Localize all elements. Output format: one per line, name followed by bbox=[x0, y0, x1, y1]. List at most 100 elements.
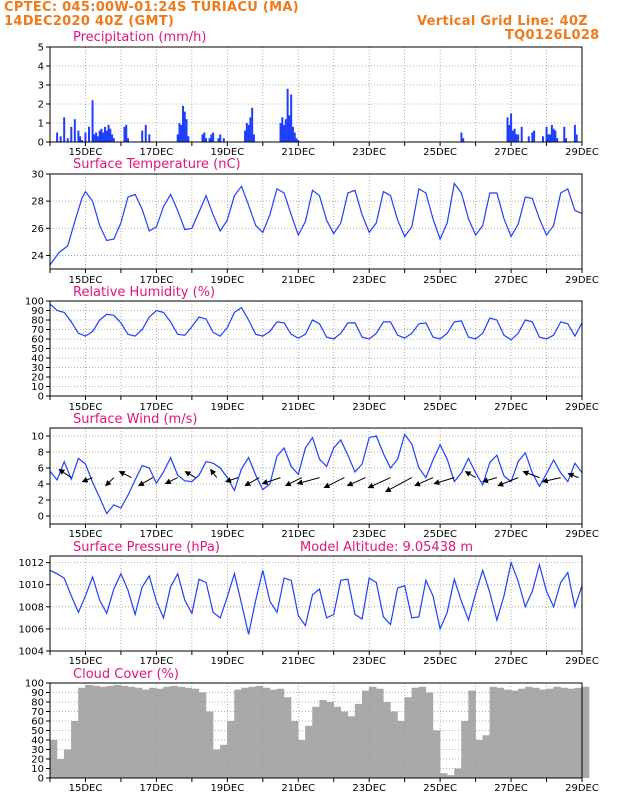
x-tick-label: 15DEC bbox=[69, 275, 103, 286]
x-tick-label: 29DEC bbox=[565, 783, 599, 794]
precip-bar bbox=[125, 124, 128, 142]
precip-bar bbox=[79, 136, 82, 142]
precip-bar bbox=[98, 130, 101, 142]
precip-bar bbox=[508, 124, 511, 142]
precip-bar bbox=[112, 138, 115, 142]
y-tick-label: 28 bbox=[31, 197, 44, 208]
precip-bar bbox=[290, 94, 293, 142]
wind-vector bbox=[164, 477, 178, 485]
precip-bar bbox=[187, 136, 190, 142]
wind-vector bbox=[481, 477, 498, 484]
precip-bar bbox=[70, 126, 73, 142]
y-tick-label: 100 bbox=[25, 679, 44, 690]
cloud-bar bbox=[539, 689, 547, 778]
cloud-bar bbox=[113, 684, 122, 778]
panel-title: Surface Temperature (nC) bbox=[73, 157, 241, 172]
precip-bar bbox=[212, 132, 215, 142]
wind-vector bbox=[567, 472, 579, 479]
cloud-bar bbox=[212, 749, 221, 778]
cloud-bar bbox=[120, 685, 129, 778]
cloud-bar bbox=[432, 730, 441, 778]
y-tick-label: 0 bbox=[38, 512, 44, 523]
y-tick-label: 2 bbox=[38, 100, 44, 111]
plot-area bbox=[50, 428, 582, 524]
cloud-bar bbox=[312, 706, 320, 778]
wind-vector bbox=[244, 477, 260, 487]
precip-bar bbox=[531, 132, 534, 142]
wind-vector bbox=[58, 469, 72, 479]
x-tick-label: 25DEC bbox=[423, 656, 457, 667]
y-tick-label: 70 bbox=[31, 325, 44, 336]
precip-bar bbox=[141, 130, 144, 142]
precip-bar bbox=[91, 100, 94, 142]
y-tick-label: 70 bbox=[31, 707, 44, 718]
precip-bar bbox=[210, 134, 213, 142]
y-tick-label: 50 bbox=[31, 726, 44, 737]
cloud-bar bbox=[482, 735, 490, 778]
precip-bar bbox=[59, 136, 62, 142]
y-tick-label: 80 bbox=[31, 698, 44, 709]
x-tick-label: 29DEC bbox=[565, 147, 599, 158]
x-tick-label: 23DEC bbox=[352, 783, 386, 794]
cloud-bar bbox=[333, 706, 342, 778]
precip-bar bbox=[279, 123, 282, 142]
cloud-bar bbox=[376, 688, 384, 778]
x-tick-label: 27DEC bbox=[494, 275, 528, 286]
wind-vector bbox=[541, 477, 561, 484]
cloud-bar bbox=[290, 721, 299, 778]
cloud-bar bbox=[134, 687, 143, 778]
y-tick-label: 2 bbox=[38, 496, 44, 507]
x-tick-label: 21DEC bbox=[281, 275, 315, 286]
panel-title: Precipitation (mm/h) bbox=[73, 30, 206, 45]
precip-bar bbox=[511, 130, 514, 142]
y-tick-label: 4 bbox=[38, 62, 44, 73]
x-tick-label: 19DEC bbox=[210, 275, 244, 286]
precip-bar bbox=[201, 134, 204, 142]
series-line bbox=[49, 433, 583, 515]
x-tick-label: 29DEC bbox=[565, 529, 599, 540]
precip-bar bbox=[513, 128, 516, 142]
precip-bar bbox=[252, 134, 255, 142]
cloud-bar bbox=[276, 688, 285, 778]
cloud-bar bbox=[92, 685, 100, 778]
x-tick-label: 15DEC bbox=[69, 147, 103, 158]
x-tick-label: 29DEC bbox=[565, 275, 599, 286]
x-tick-label: 19DEC bbox=[210, 147, 244, 158]
cloud-bar bbox=[156, 688, 164, 778]
wind-vector bbox=[346, 477, 366, 487]
precip-bar bbox=[102, 132, 105, 142]
precip-bar bbox=[286, 88, 289, 142]
precip-bar bbox=[217, 138, 220, 142]
precip-bar bbox=[251, 107, 254, 142]
precip-bar bbox=[565, 138, 568, 142]
y-tick-label: 30 bbox=[31, 363, 44, 374]
plot-area bbox=[50, 47, 582, 142]
precip-bar bbox=[520, 126, 523, 142]
y-tick-label: 26 bbox=[31, 224, 44, 235]
cloud-bar bbox=[184, 687, 193, 778]
precip-bar bbox=[73, 119, 76, 142]
cloud-bar bbox=[347, 716, 356, 778]
cloud-bar bbox=[99, 686, 107, 778]
plot-frame bbox=[49, 555, 583, 652]
y-tick-label: 90 bbox=[31, 306, 44, 317]
y-tick-label: 60 bbox=[31, 335, 44, 346]
x-tick-label: 15DEC bbox=[69, 402, 103, 413]
wind-vector bbox=[367, 477, 391, 489]
x-tick-label: 27DEC bbox=[494, 656, 528, 667]
cloud-bar bbox=[468, 690, 476, 778]
precip-bar bbox=[144, 124, 147, 142]
cloud-bar bbox=[198, 692, 207, 778]
precip-bar bbox=[203, 132, 206, 142]
precip-bar bbox=[95, 132, 98, 142]
precip-bar bbox=[205, 138, 208, 142]
wind-vector bbox=[433, 477, 455, 486]
precip-bar bbox=[178, 123, 181, 142]
precip-bar bbox=[93, 134, 96, 142]
x-tick-label: 21DEC bbox=[281, 529, 315, 540]
y-tick-label: 50 bbox=[31, 344, 44, 355]
y-tick-label: 1008 bbox=[19, 602, 44, 613]
cloud-bar bbox=[560, 687, 569, 778]
